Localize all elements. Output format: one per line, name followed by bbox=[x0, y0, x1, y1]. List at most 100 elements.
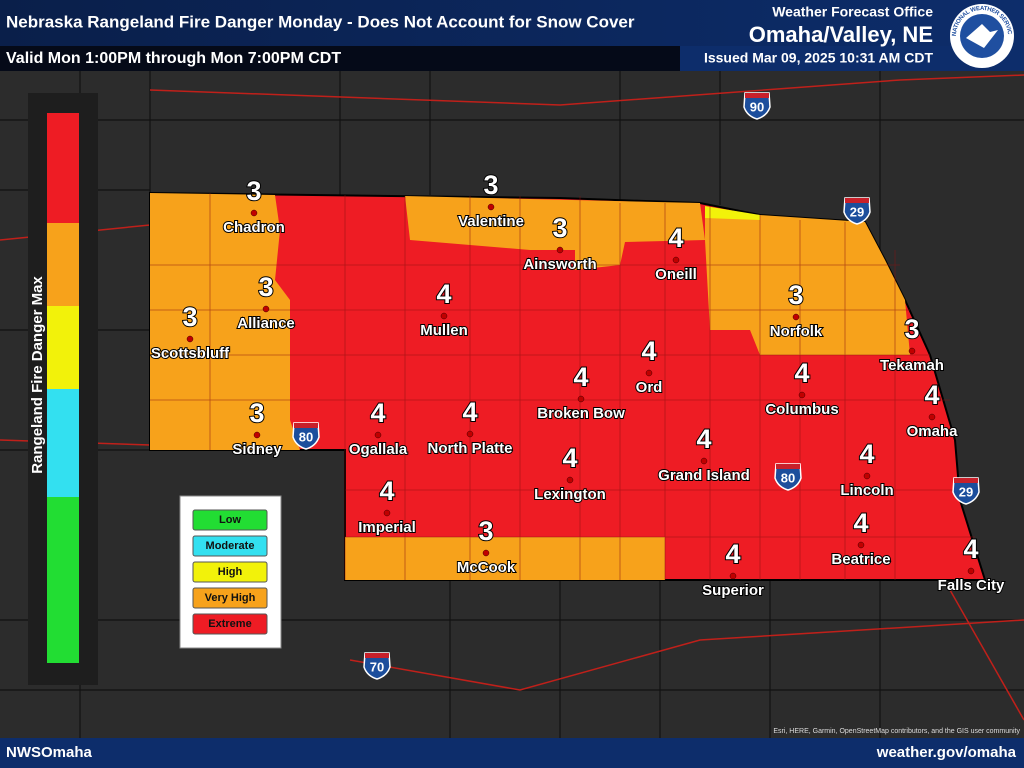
zone-high bbox=[705, 206, 760, 220]
shield bbox=[743, 92, 771, 120]
city-dot bbox=[729, 572, 737, 580]
shield-top bbox=[745, 93, 769, 98]
city-name: Imperial bbox=[358, 519, 416, 536]
city-name: Tekamah bbox=[880, 357, 944, 374]
city-name: Lexington bbox=[534, 486, 606, 503]
shield-top bbox=[365, 653, 389, 658]
shield-number: 29 bbox=[959, 484, 973, 499]
city-value: 4 bbox=[794, 358, 809, 388]
city-dot bbox=[556, 246, 564, 254]
city-value: 4 bbox=[370, 398, 385, 428]
legend-label: Moderate bbox=[206, 540, 255, 552]
city-name: Ord bbox=[636, 379, 663, 396]
city-value: 3 bbox=[552, 213, 567, 243]
city-value: 3 bbox=[246, 176, 261, 206]
zone-very-high-north bbox=[405, 196, 705, 270]
city-value: 4 bbox=[859, 439, 874, 469]
footer-left: NWSOmaha bbox=[6, 744, 93, 761]
city-value: 3 bbox=[788, 280, 803, 310]
city-value: 4 bbox=[696, 424, 711, 454]
colorbar-low bbox=[47, 497, 79, 663]
city-dot bbox=[798, 391, 806, 399]
city-dot bbox=[577, 395, 585, 403]
shield bbox=[774, 463, 802, 491]
city-value: 4 bbox=[562, 443, 577, 473]
city-dot bbox=[863, 472, 871, 480]
footer-right: weather.gov/omaha bbox=[876, 744, 1017, 761]
shield bbox=[843, 197, 871, 225]
city-value: 4 bbox=[725, 539, 740, 569]
city-name: Beatrice bbox=[831, 551, 890, 568]
legend-label: Very High bbox=[205, 592, 256, 604]
shield-top bbox=[294, 423, 318, 428]
city-dot bbox=[466, 430, 474, 438]
city-name: Falls City bbox=[938, 577, 1005, 594]
city-dot bbox=[250, 209, 258, 217]
city-value: 4 bbox=[573, 362, 588, 392]
city-name: Valentine bbox=[458, 213, 524, 230]
colorbar-extreme bbox=[47, 113, 79, 223]
city-name: McCook bbox=[457, 559, 516, 576]
city-name: Ainsworth bbox=[523, 256, 596, 273]
city-value: 3 bbox=[258, 272, 273, 302]
footer-bar bbox=[0, 738, 1024, 768]
city-dot bbox=[262, 305, 270, 313]
city-value: 3 bbox=[249, 398, 264, 428]
shield-top bbox=[954, 478, 978, 483]
valid-time: Valid Mon 1:00PM through Mon 7:00PM CDT bbox=[6, 50, 341, 67]
city-name: Oneill bbox=[655, 266, 697, 283]
city-value: 4 bbox=[379, 476, 394, 506]
shield bbox=[363, 652, 391, 680]
city-name: Scottsbluff bbox=[151, 345, 230, 362]
title: Nebraska Rangeland Fire Danger Monday - … bbox=[6, 12, 635, 31]
city-dot bbox=[857, 541, 865, 549]
city-value: 4 bbox=[963, 534, 978, 564]
city-dot bbox=[440, 312, 448, 320]
city-dot bbox=[482, 549, 490, 557]
city-value: 4 bbox=[668, 223, 683, 253]
city-dot bbox=[383, 509, 391, 517]
shield-top bbox=[845, 198, 869, 203]
city-value: 3 bbox=[182, 302, 197, 332]
city-value: 4 bbox=[924, 380, 939, 410]
zone-very-high-south bbox=[345, 537, 665, 580]
interstate-shields: 90 29 80 80 29 70 bbox=[292, 92, 980, 680]
legend-label: Low bbox=[219, 514, 241, 526]
zone-very-high-northeast bbox=[705, 210, 910, 355]
city-name: Broken Bow bbox=[537, 405, 625, 422]
city-name: Lincoln bbox=[840, 482, 893, 499]
colorbar-moderate bbox=[47, 389, 79, 497]
city-dot bbox=[374, 431, 382, 439]
shield-number: 70 bbox=[370, 659, 384, 674]
shield-number: 90 bbox=[750, 99, 764, 114]
city-name: Alliance bbox=[237, 315, 295, 332]
city-dot bbox=[967, 567, 975, 575]
city-dot bbox=[928, 413, 936, 421]
city-value: 3 bbox=[478, 516, 493, 546]
city-name: Ogallala bbox=[349, 441, 408, 458]
city-value: 3 bbox=[483, 170, 498, 200]
legend-swatch bbox=[192, 613, 268, 635]
issued-time: Issued Mar 09, 2025 10:31 AM CDT bbox=[704, 50, 933, 66]
city-dot bbox=[253, 431, 261, 439]
colorbar-title: Rangeland Fire Danger Max bbox=[29, 276, 46, 474]
subheader-bar bbox=[0, 46, 680, 71]
city-name: Superior bbox=[702, 582, 764, 599]
city-name: Omaha bbox=[907, 423, 959, 440]
office-label: Weather Forecast Office bbox=[772, 4, 933, 20]
logo-bird bbox=[966, 24, 998, 48]
city-dot bbox=[792, 313, 800, 321]
shield bbox=[952, 477, 980, 505]
legend: Low Moderate High Very High Extreme bbox=[192, 509, 268, 635]
legend-swatch bbox=[192, 561, 268, 583]
city-name: Grand Island bbox=[658, 467, 750, 484]
city-value: 3 bbox=[904, 314, 919, 344]
city-name: Mullen bbox=[420, 322, 468, 339]
city-dot bbox=[487, 203, 495, 211]
city-name: Norfolk bbox=[770, 323, 823, 340]
cities: 3 Chadron 3 Valentine 3 Ainsworth 4 Oneill 3 Alli… bbox=[150, 169, 1006, 600]
county-grid bbox=[150, 193, 975, 580]
shield-number: 29 bbox=[850, 204, 864, 219]
city-value: 4 bbox=[641, 336, 656, 366]
